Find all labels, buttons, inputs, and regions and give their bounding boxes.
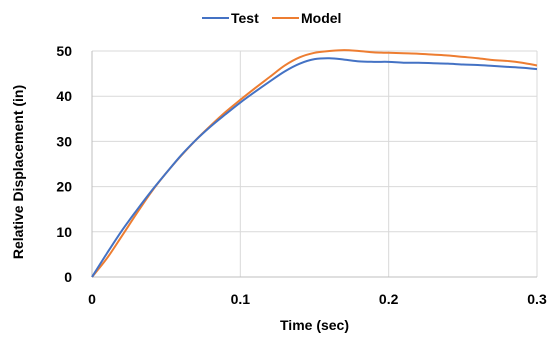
y-tick-label: 0 xyxy=(64,269,72,285)
x-tick-label: 0 xyxy=(88,291,96,307)
x-tick-label: 0.2 xyxy=(379,291,399,307)
series-line-test xyxy=(91,57,538,278)
tick-labels: 0 10 20 30 40 50 0 0.1 0.2 0.3 xyxy=(56,43,547,307)
y-tick-label: 10 xyxy=(56,224,72,240)
gridlines xyxy=(91,50,538,278)
series-line-model xyxy=(91,49,538,278)
y-tick-label: 30 xyxy=(56,133,72,149)
series-lines xyxy=(91,49,538,278)
x-tick-label: 0.1 xyxy=(231,291,251,307)
x-tick-label: 0.3 xyxy=(527,291,547,307)
x-axis-title: Time (sec) xyxy=(280,317,349,333)
axes xyxy=(91,51,537,278)
y-tick-label: 40 xyxy=(56,88,72,104)
y-tick-label: 50 xyxy=(56,43,72,59)
legend-label-test: Test xyxy=(231,10,259,26)
y-tick-label: 20 xyxy=(56,179,72,195)
y-axis-title: Relative Displacement (in) xyxy=(10,85,26,259)
legend: Test Model xyxy=(202,10,341,26)
legend-label-model: Model xyxy=(301,10,341,26)
